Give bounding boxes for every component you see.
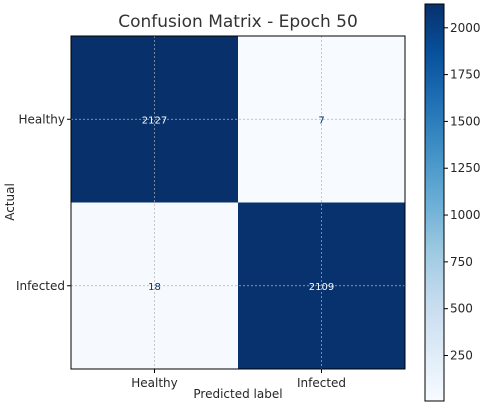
colorbar-tick-label: 1500 <box>450 114 480 128</box>
y-axis-label: Actual <box>3 183 17 221</box>
colorbar-tick-label: 1000 <box>450 208 480 222</box>
cell-value-label: 7 <box>318 115 324 126</box>
colorbar-tick-label: 2000 <box>450 21 480 35</box>
cell-value-label: 18 <box>148 282 161 293</box>
colorbar-tick-label: 500 <box>450 302 473 316</box>
y-tick-label: Healthy <box>18 112 65 126</box>
chart-title: Confusion Matrix - Epoch 50 <box>118 12 358 32</box>
colorbar-tick-label: 1250 <box>450 161 480 175</box>
cell-value-label: 2127 <box>142 115 167 126</box>
cell-value-label: 2109 <box>309 282 334 293</box>
heatmap-cell-0-1 <box>238 36 405 203</box>
y-axis-ticks: Healthy Infected <box>16 112 71 293</box>
colorbar-ticks: 250 500 750 1000 1250 1500 1750 2000 <box>444 21 480 362</box>
cell-value-labels: 2127 7 18 2109 <box>142 115 334 293</box>
x-tick-label: Infected <box>297 376 346 390</box>
plot-frame <box>70 35 406 370</box>
colorbar-tick-label: 750 <box>450 255 473 269</box>
x-axis-ticks: Healthy Infected <box>131 369 346 390</box>
colorbar-tick-label: 1750 <box>450 68 480 82</box>
x-axis-label: Predicted label <box>193 387 282 401</box>
heatmap-cells <box>71 36 405 369</box>
colorbar <box>424 3 445 402</box>
heatmap-cell-0-0 <box>71 36 238 203</box>
x-tick-label: Healthy <box>131 376 178 390</box>
y-tick-label: Infected <box>16 279 65 293</box>
grid-lines <box>71 36 405 369</box>
colorbar-tick-label: 250 <box>450 348 473 362</box>
